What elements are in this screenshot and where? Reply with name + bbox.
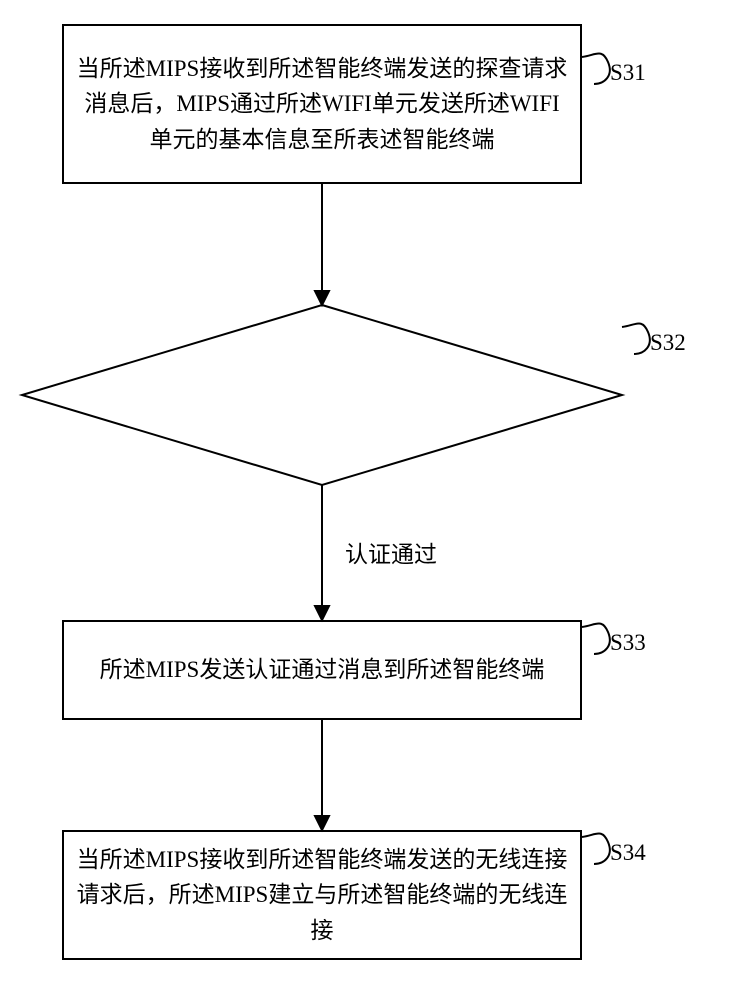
node-s34-text: 当所述MIPS接收到所述智能终端发送的无线连接请求后，所述MIPS建立与所述智能… bbox=[76, 842, 568, 949]
node-s33-text: 所述MIPS发送认证通过消息到所述智能终端 bbox=[100, 652, 545, 688]
flowchart-canvas: 当所述MIPS接收到所述智能终端发送的探查请求消息后，MIPS通过所述WIFI单… bbox=[0, 0, 738, 1000]
callout-s33 bbox=[582, 623, 610, 654]
node-s34: 当所述MIPS接收到所述智能终端发送的无线连接请求后，所述MIPS建立与所述智能… bbox=[62, 830, 582, 960]
edge-label-auth-pass: 认证通过 bbox=[345, 535, 437, 569]
node-s33: 所述MIPS发送认证通过消息到所述智能终端 bbox=[62, 620, 582, 720]
step-label-s33: S33 bbox=[610, 630, 646, 656]
edge-3 bbox=[315, 720, 329, 830]
step-label-s34: S34 bbox=[610, 840, 646, 866]
edge-2 bbox=[315, 485, 329, 620]
callout-s32 bbox=[622, 323, 650, 354]
callout-s31 bbox=[582, 53, 610, 84]
callout-s34 bbox=[582, 833, 610, 864]
node-s32: 所述MIPS对所述认证消息进行认证？ bbox=[22, 305, 622, 485]
node-s31-text: 当所述MIPS接收到所述智能终端发送的探查请求消息后，MIPS通过所述WIFI单… bbox=[76, 51, 568, 158]
edge-1 bbox=[315, 184, 329, 305]
node-s31: 当所述MIPS接收到所述智能终端发送的探查请求消息后，MIPS通过所述WIFI单… bbox=[62, 24, 582, 184]
step-label-s31: S31 bbox=[610, 60, 646, 86]
node-s32-text: 所述MIPS对所述认证消息进行认证？ bbox=[134, 378, 510, 413]
step-label-s32: S32 bbox=[650, 330, 686, 356]
